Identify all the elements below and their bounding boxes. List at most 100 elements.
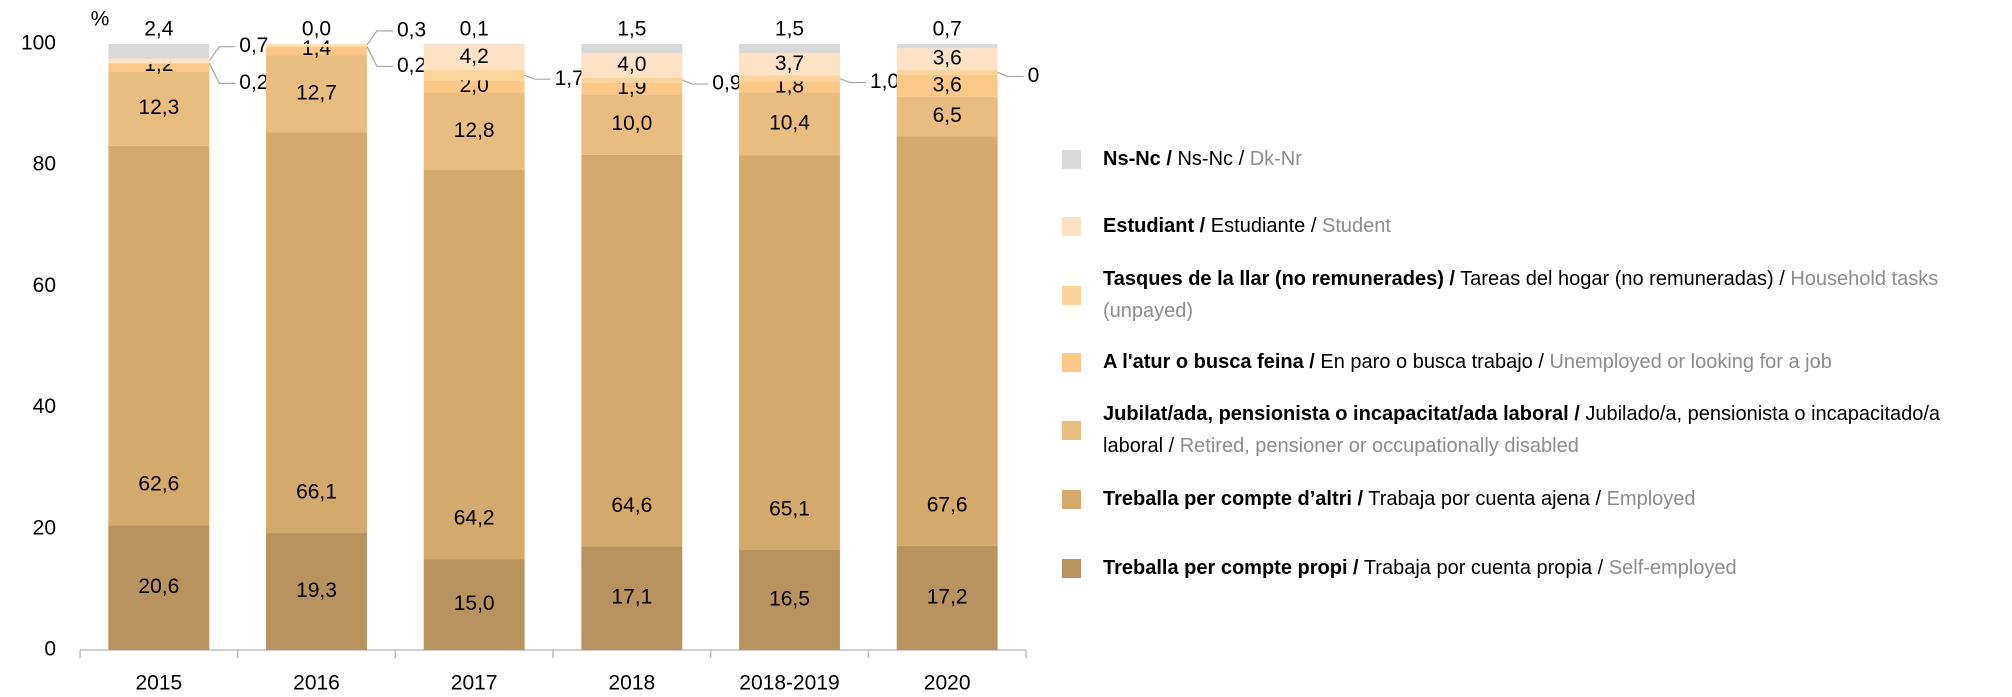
value-label: 0,2 <box>397 54 426 77</box>
bar-segment <box>581 94 683 155</box>
legend-text: A l'atur o busca feina / <box>1103 351 1315 373</box>
legend-swatch <box>1062 217 1081 236</box>
callout-line <box>839 77 866 84</box>
y-axis-label: % <box>91 8 110 31</box>
bar-segment <box>739 75 840 82</box>
legend-text: Trabaja por cuenta propia / <box>1363 557 1604 579</box>
value-label: 4,2 <box>460 45 489 68</box>
value-label: 6,5 <box>933 104 962 127</box>
value-label: 1,7 <box>555 67 584 90</box>
bar-segment <box>423 92 525 171</box>
bar-segment <box>266 45 367 48</box>
value-label: 2,4 <box>144 18 174 41</box>
value-label: 0,8 <box>1028 64 1040 87</box>
legend-text: Tareas del hogar (no remuneradas) / <box>1460 268 1785 290</box>
x-tick-label: 2015 <box>135 672 182 695</box>
x-tick-label: 2018-2019 <box>739 672 839 695</box>
legend-text: Unemployed or looking for a job <box>1549 351 1832 373</box>
bar-segment <box>108 145 210 526</box>
bar-segment <box>108 525 210 650</box>
legend-entry: Treballa per compte d’altri / Trabaja po… <box>1103 483 1993 515</box>
legend-text: Estudiant / <box>1103 215 1206 237</box>
bar-segment <box>581 44 683 54</box>
value-label: 3,6 <box>933 47 962 70</box>
bar-segment <box>423 44 525 45</box>
legend-text: Jubilat/ada, pensionista o incapacitat/a… <box>1103 403 1580 425</box>
value-label: 0,1 <box>460 18 489 41</box>
value-label: 17,2 <box>927 585 968 608</box>
legend-swatch <box>1062 421 1081 440</box>
bar-segment <box>108 58 210 63</box>
bar-segment <box>423 559 525 650</box>
value-label: 1,4 <box>302 37 332 60</box>
legend-entry: Estudiant / Estudiante / Student <box>1103 210 1993 242</box>
legend-entry: Treballa per compte propi / Trabaja por … <box>1103 552 1993 584</box>
y-tick-label: 80 <box>33 153 56 176</box>
legend-text: Ns-Nc / <box>1177 148 1245 170</box>
x-tick-label: 2018 <box>608 672 655 695</box>
bar-segment <box>739 81 840 93</box>
bar-segment <box>739 53 840 76</box>
legend-entry: A l'atur o busca feina / En paro o busca… <box>1103 346 1993 378</box>
bar-segment <box>896 44 998 49</box>
value-label: 12,7 <box>296 82 337 105</box>
bar-segment <box>423 70 525 81</box>
value-label: 3,7 <box>775 52 804 75</box>
bar-segment <box>739 44 840 54</box>
x-tick-label: 2016 <box>293 672 340 695</box>
bar-segment <box>266 533 367 650</box>
callout-line <box>208 63 236 84</box>
legend-text: Self-employed <box>1608 557 1737 579</box>
bar-segment <box>581 546 683 650</box>
bar-segment <box>108 63 210 72</box>
legend-swatch <box>1062 286 1081 305</box>
value-label: 10,4 <box>769 112 810 135</box>
bar-segment <box>896 74 998 97</box>
bar-segment <box>896 48 998 71</box>
bar-segment <box>581 82 683 95</box>
legend-entry: Tasques de la llar (no remunerades) / Ta… <box>1103 263 1993 327</box>
y-tick-label: 40 <box>33 395 56 418</box>
legend-text: Household tasks (unpayed) <box>1103 268 1939 322</box>
value-label: 64,2 <box>454 507 495 530</box>
bar-segment <box>423 170 525 560</box>
value-label: 15,0 <box>454 592 495 615</box>
legend-text: En paro o busca trabajo / <box>1320 351 1544 373</box>
value-label: 10,0 <box>611 112 652 135</box>
chart: % 020406080100201520,662,612,31,20,20,72… <box>21 8 1040 695</box>
value-label: 1,5 <box>617 18 646 41</box>
callout-line <box>524 74 551 80</box>
bar-segment <box>108 44 210 59</box>
value-label: 12,8 <box>454 119 495 142</box>
value-label: 64,6 <box>611 494 652 517</box>
bar-segment <box>896 136 998 546</box>
value-label: 0,9 <box>712 72 741 95</box>
callout-line <box>682 79 709 85</box>
bar-segment <box>266 47 367 56</box>
y-tick-label: 20 <box>33 516 56 539</box>
bar-segment <box>581 77 683 83</box>
callout-line <box>997 71 1024 78</box>
value-label: 17,1 <box>611 586 652 609</box>
value-label: 65,1 <box>769 498 810 521</box>
value-label: 0,7 <box>239 34 268 57</box>
legend-text: Employed <box>1606 488 1696 510</box>
legend-text: Student <box>1321 215 1391 237</box>
y-tick-label: 100 <box>21 32 56 55</box>
bar-segment <box>739 92 840 156</box>
bar-segment <box>896 70 998 75</box>
value-label: 0,2 <box>239 71 268 94</box>
legend-text: Tasques de la llar (no remunerades) / <box>1103 268 1455 290</box>
legend-text: Trabaja por cuenta ajena / <box>1368 488 1602 510</box>
x-tick-label: 2017 <box>451 672 498 695</box>
bar-segment <box>896 545 998 650</box>
legend-entry: Ns-Nc / Ns-Nc / Dk-Nr <box>1103 143 1993 175</box>
bar-segment <box>581 53 683 78</box>
callout-line <box>366 46 393 68</box>
bar-segment <box>739 155 840 551</box>
value-label: 0,7 <box>933 18 962 41</box>
value-label: 1,5 <box>775 18 804 41</box>
bar-segment <box>423 44 525 71</box>
callout-line <box>366 30 393 46</box>
